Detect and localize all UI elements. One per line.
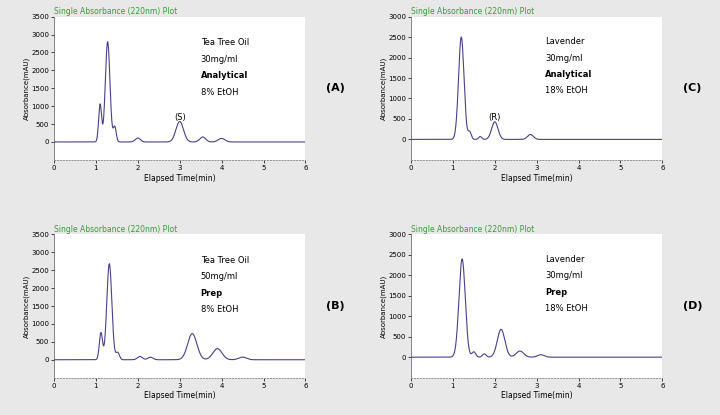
- Text: Lavender: Lavender: [545, 255, 585, 264]
- Text: 30mg/ml: 30mg/ml: [201, 54, 238, 63]
- Text: 50mg/ml: 50mg/ml: [201, 272, 238, 281]
- Text: Single Absorbance (220nm) Plot: Single Absorbance (220nm) Plot: [54, 225, 177, 234]
- Text: 18% EtOH: 18% EtOH: [545, 86, 588, 95]
- Y-axis label: Absorbance(mAU): Absorbance(mAU): [23, 274, 30, 338]
- Text: Tea Tree Oil: Tea Tree Oil: [201, 38, 249, 47]
- Text: Prep: Prep: [545, 288, 567, 297]
- Text: Tea Tree Oil: Tea Tree Oil: [201, 256, 249, 265]
- Text: (B): (B): [325, 301, 344, 311]
- Text: 8% EtOH: 8% EtOH: [201, 305, 238, 314]
- Y-axis label: Absorbance(mAU): Absorbance(mAU): [380, 274, 387, 338]
- Y-axis label: Absorbance(mAU): Absorbance(mAU): [23, 56, 30, 120]
- X-axis label: Elapsed Time(min): Elapsed Time(min): [501, 173, 572, 183]
- X-axis label: Elapsed Time(min): Elapsed Time(min): [144, 173, 215, 183]
- Text: (D): (D): [683, 301, 702, 311]
- Text: Analytical: Analytical: [545, 70, 593, 79]
- Text: Single Absorbance (220nm) Plot: Single Absorbance (220nm) Plot: [54, 7, 177, 16]
- Y-axis label: Absorbance(mAU): Absorbance(mAU): [380, 56, 387, 120]
- Text: (S): (S): [174, 113, 186, 122]
- Text: Single Absorbance (220nm) Plot: Single Absorbance (220nm) Plot: [411, 7, 534, 16]
- Text: (R): (R): [489, 113, 501, 122]
- Text: 18% EtOH: 18% EtOH: [545, 304, 588, 313]
- Text: (A): (A): [325, 83, 344, 93]
- Text: 30mg/ml: 30mg/ml: [545, 271, 582, 280]
- Text: Prep: Prep: [201, 289, 222, 298]
- X-axis label: Elapsed Time(min): Elapsed Time(min): [144, 391, 215, 400]
- Text: Single Absorbance (220nm) Plot: Single Absorbance (220nm) Plot: [411, 225, 534, 234]
- Text: 8% EtOH: 8% EtOH: [201, 88, 238, 97]
- Text: Analytical: Analytical: [201, 71, 248, 80]
- Text: Lavender: Lavender: [545, 37, 585, 46]
- X-axis label: Elapsed Time(min): Elapsed Time(min): [501, 391, 572, 400]
- Text: 30mg/ml: 30mg/ml: [545, 54, 582, 63]
- Text: (C): (C): [683, 83, 701, 93]
